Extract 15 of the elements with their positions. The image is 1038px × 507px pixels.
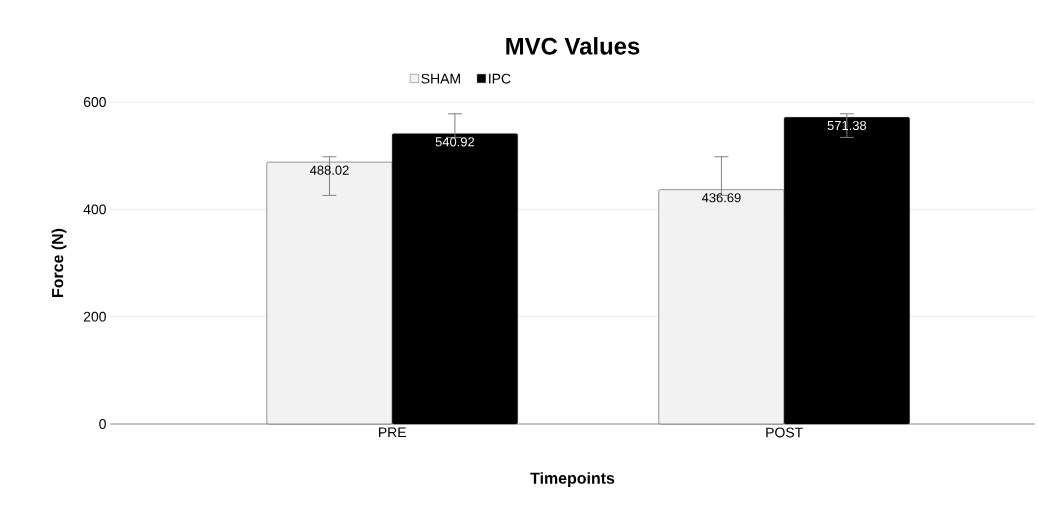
data-label: 540.92 — [435, 137, 475, 147]
data-label: 436.69 — [701, 193, 741, 203]
y-tick-label: 600 — [83, 97, 106, 107]
y-tick-label: 0 — [99, 419, 106, 429]
y-axis-title: Force (N) — [51, 228, 67, 297]
data-label: 488.02 — [309, 165, 349, 175]
data-label: 571.38 — [827, 120, 867, 131]
x-axis-title: Timepoints — [530, 472, 615, 487]
legend-label: SHAM — [421, 73, 460, 84]
legend-label: IPC — [489, 73, 511, 84]
x-tick-label: POST — [766, 427, 803, 438]
chart-title: MVC Values — [506, 37, 640, 55]
y-tick-label: 200 — [83, 311, 106, 322]
y-tick-label: 400 — [83, 204, 106, 215]
x-tick-label: PRE — [379, 427, 406, 438]
